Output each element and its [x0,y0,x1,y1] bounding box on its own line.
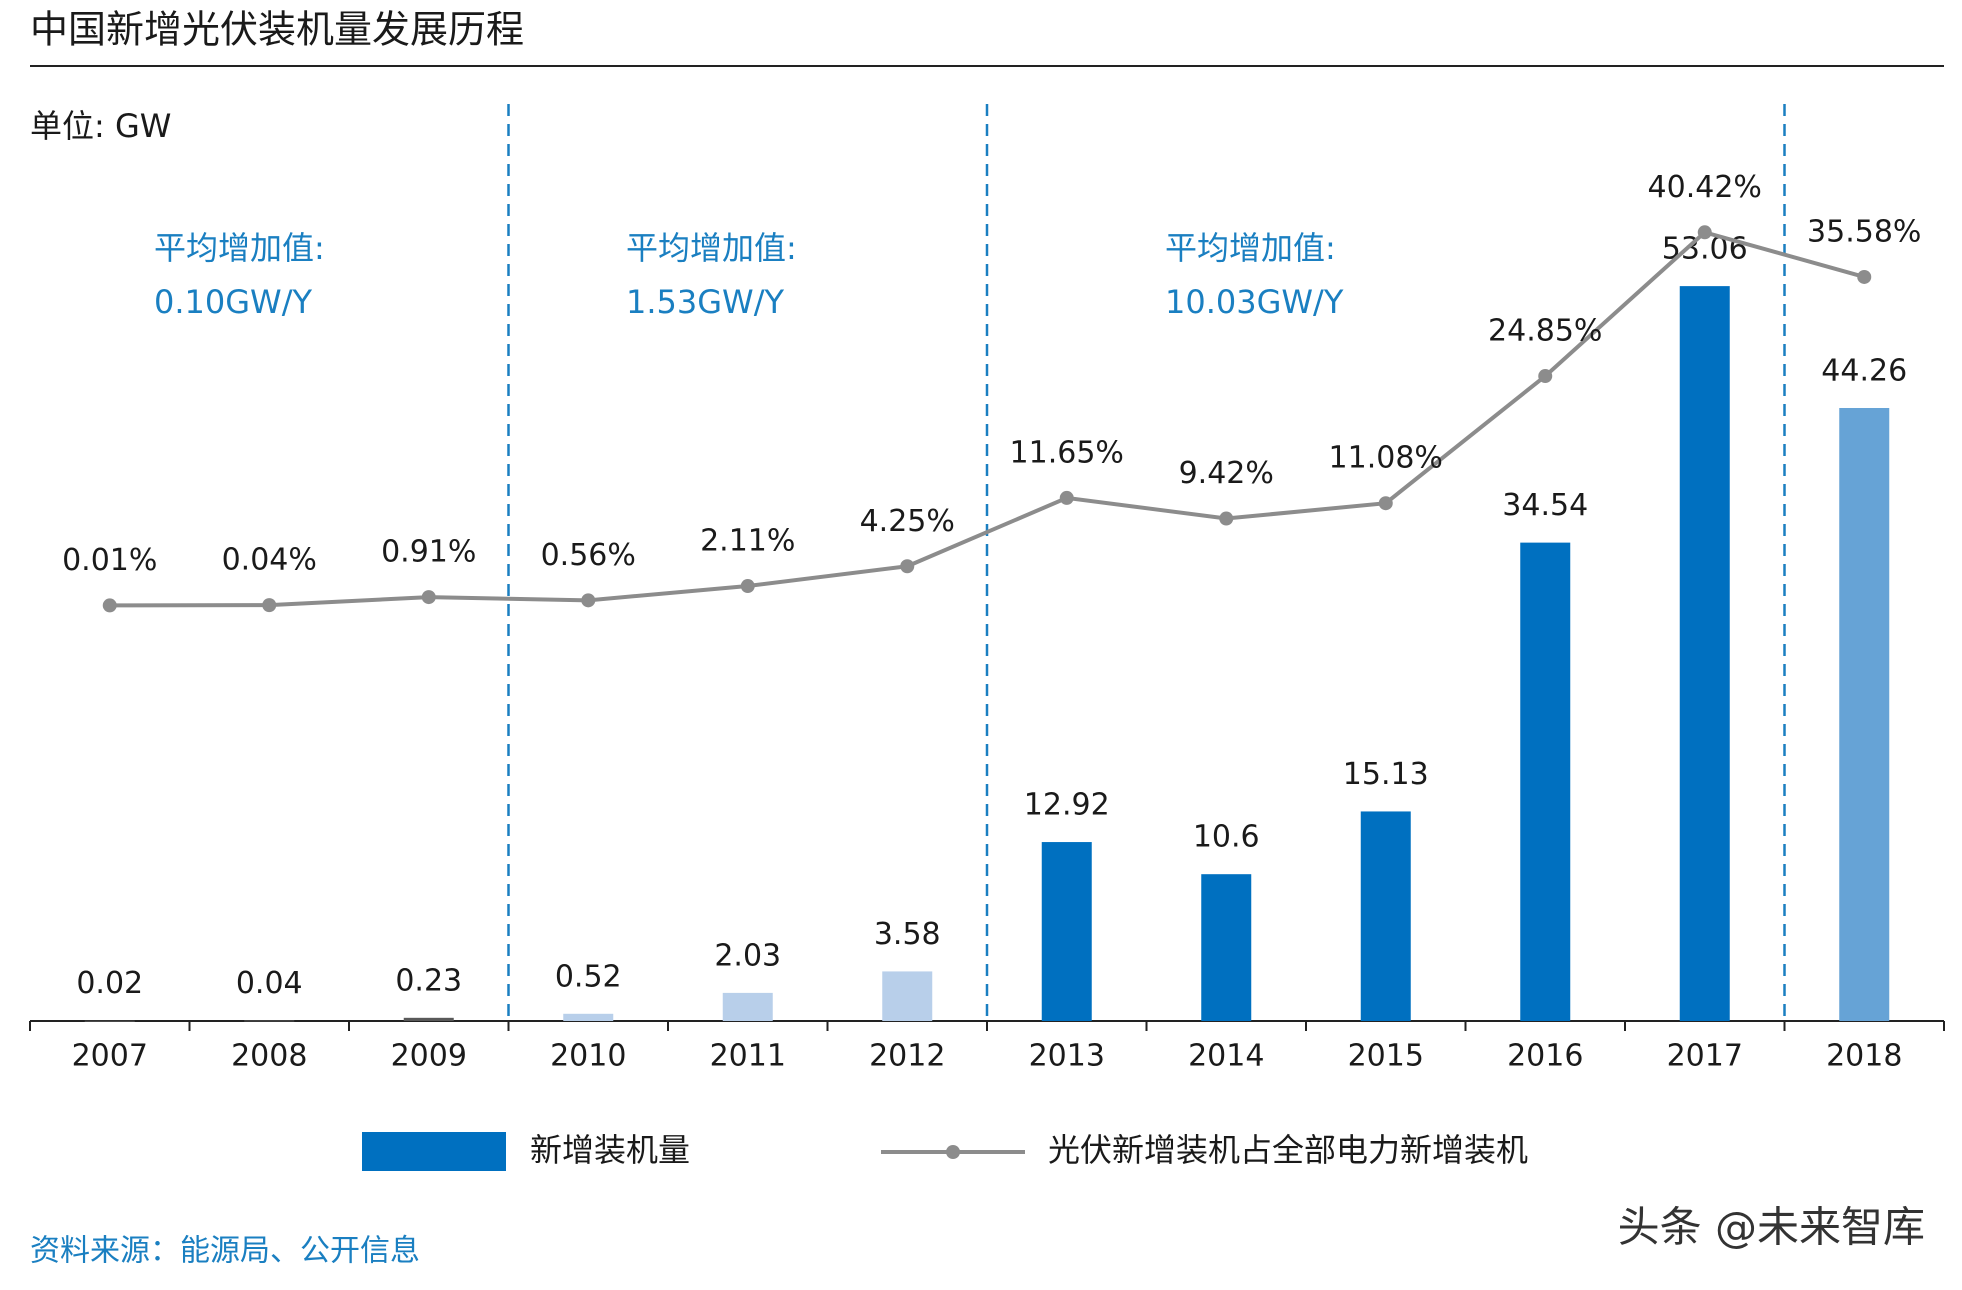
line-value-label: 0.56% [541,538,636,573]
bar-value-label: 44.26 [1821,353,1907,388]
annotation-label: 平均增加值: [154,229,325,267]
bar [1201,874,1252,1021]
line-value-label: 35.58% [1807,214,1921,249]
line-value-label: 2.11% [700,524,795,559]
x-tick-label: 2010 [550,1039,626,1074]
bar [1520,542,1571,1021]
bar [1360,811,1411,1021]
line-marker [1538,369,1553,384]
bar [1839,407,1890,1021]
line-value-label: 40.42% [1648,170,1762,205]
line-marker [740,579,755,594]
x-tick-label: 2016 [1507,1039,1583,1074]
annotation-text: 0.10GW/Y [154,283,312,321]
line-marker [262,598,277,613]
line-value-label: 11.08% [1329,441,1443,476]
bar-value-label: 0.23 [395,963,462,998]
bar [1679,286,1730,1021]
chart-title: 中国新增光伏装机量发展历程 [30,8,524,52]
legend-bar-swatch [362,1132,506,1171]
line-marker [900,559,915,574]
annotation-label: 平均增加值: [1165,229,1336,267]
legend-label: 新增装机量 [530,1131,690,1169]
line-marker [1857,269,1872,284]
bar [563,1013,614,1021]
line-value-label: 24.85% [1488,314,1602,349]
line-value-label: 0.91% [381,535,476,570]
line-value-label: 9.42% [1179,456,1274,491]
bar-value-label: 0.04 [236,966,303,1001]
line-value-label: 0.01% [62,543,157,578]
line-value-label: 4.25% [860,504,955,539]
bar-value-label: 2.03 [714,938,781,973]
line-marker [1059,490,1074,505]
bar [244,1020,295,1022]
line-marker [1697,225,1712,240]
line-value-label: 11.65% [1010,435,1124,470]
bar-value-label: 10.6 [1193,820,1260,855]
bar-value-label: 0.02 [76,966,143,1001]
annotation-text: 1.53GW/Y [626,283,784,321]
line-marker [1219,511,1234,526]
bar-value-label: 34.54 [1502,488,1588,523]
annotation-label: 平均增加值: [626,229,797,267]
bar [722,992,773,1021]
line-marker [421,590,436,605]
x-tick-label: 2013 [1029,1039,1105,1074]
source-note: 资料来源：能源局、公开信息 [30,1234,420,1269]
unit-label: 单位: GW [30,107,171,145]
bar-value-label: 15.13 [1343,757,1429,792]
x-tick-label: 2017 [1667,1039,1743,1074]
annotation-text: 10.03GW/Y [1165,283,1344,321]
x-tick-label: 2009 [391,1039,467,1074]
legend-line-marker [946,1145,960,1159]
line-marker [581,593,596,608]
x-tick-label: 2018 [1826,1039,1902,1074]
x-tick-label: 2015 [1348,1039,1424,1074]
bar [1041,842,1092,1021]
line-value-label: 0.04% [222,543,317,578]
bar-value-label: 12.92 [1024,788,1110,823]
x-tick-label: 2012 [869,1039,945,1074]
x-tick-label: 2011 [710,1039,786,1074]
bar [403,1017,454,1021]
legend-label: 光伏新增装机占全部电力新增装机 [1048,1131,1528,1169]
watermark: 头条 @未来智库 [1618,1203,1925,1252]
x-tick-label: 2014 [1188,1039,1264,1074]
x-tick-label: 2007 [72,1039,148,1074]
bar-value-label: 0.52 [555,959,622,994]
line-marker [102,598,117,613]
line [109,230,1865,608]
line-marker [1378,496,1393,511]
bar [84,1020,135,1022]
x-tick-label: 2008 [231,1039,307,1074]
bar [882,971,933,1021]
bar-value-label: 3.58 [874,917,941,952]
